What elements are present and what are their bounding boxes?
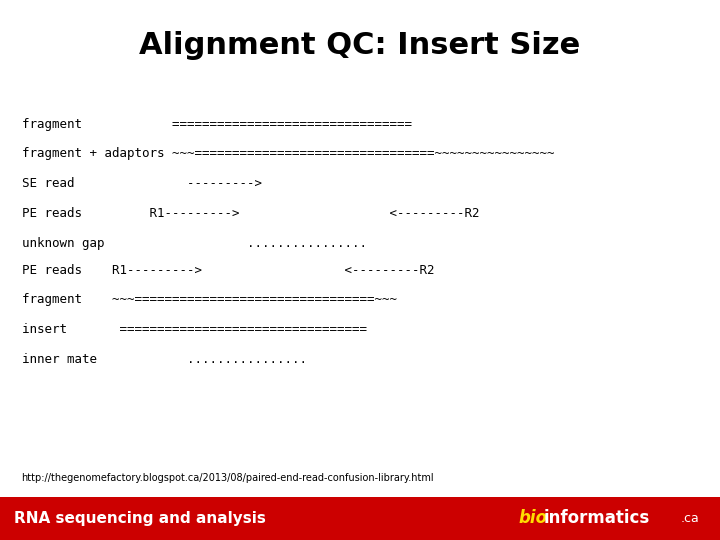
Text: .ca: .ca [681, 512, 700, 525]
Text: fragment    ~~~================================~~~: fragment ~~~============================… [22, 293, 397, 306]
Text: inner mate            ................: inner mate ................ [22, 353, 307, 366]
Text: RNA sequencing and analysis: RNA sequencing and analysis [14, 511, 266, 526]
Text: http://thegenomefactory.blogspot.ca/2013/08/paired-end-read-confusion-library.ht: http://thegenomefactory.blogspot.ca/2013… [22, 473, 434, 483]
Text: unknown gap                   ................: unknown gap ................ [22, 237, 366, 249]
Text: bio: bio [518, 509, 547, 528]
Text: fragment            ================================: fragment ===============================… [22, 118, 412, 131]
Text: PE reads         R1--------->                    <---------R2: PE reads R1---------> <---------R2 [22, 207, 479, 220]
Text: insert       =================================: insert ================================= [22, 323, 366, 336]
Text: Alignment QC: Insert Size: Alignment QC: Insert Size [140, 31, 580, 60]
Text: informatics: informatics [544, 509, 650, 528]
Text: fragment + adaptors ~~~================================~~~~~~~~~~~~~~~~: fragment + adaptors ~~~=================… [22, 147, 554, 160]
Text: PE reads    R1--------->                   <---------R2: PE reads R1---------> <---------R2 [22, 264, 434, 276]
Text: SE read               --------->: SE read ---------> [22, 177, 261, 190]
